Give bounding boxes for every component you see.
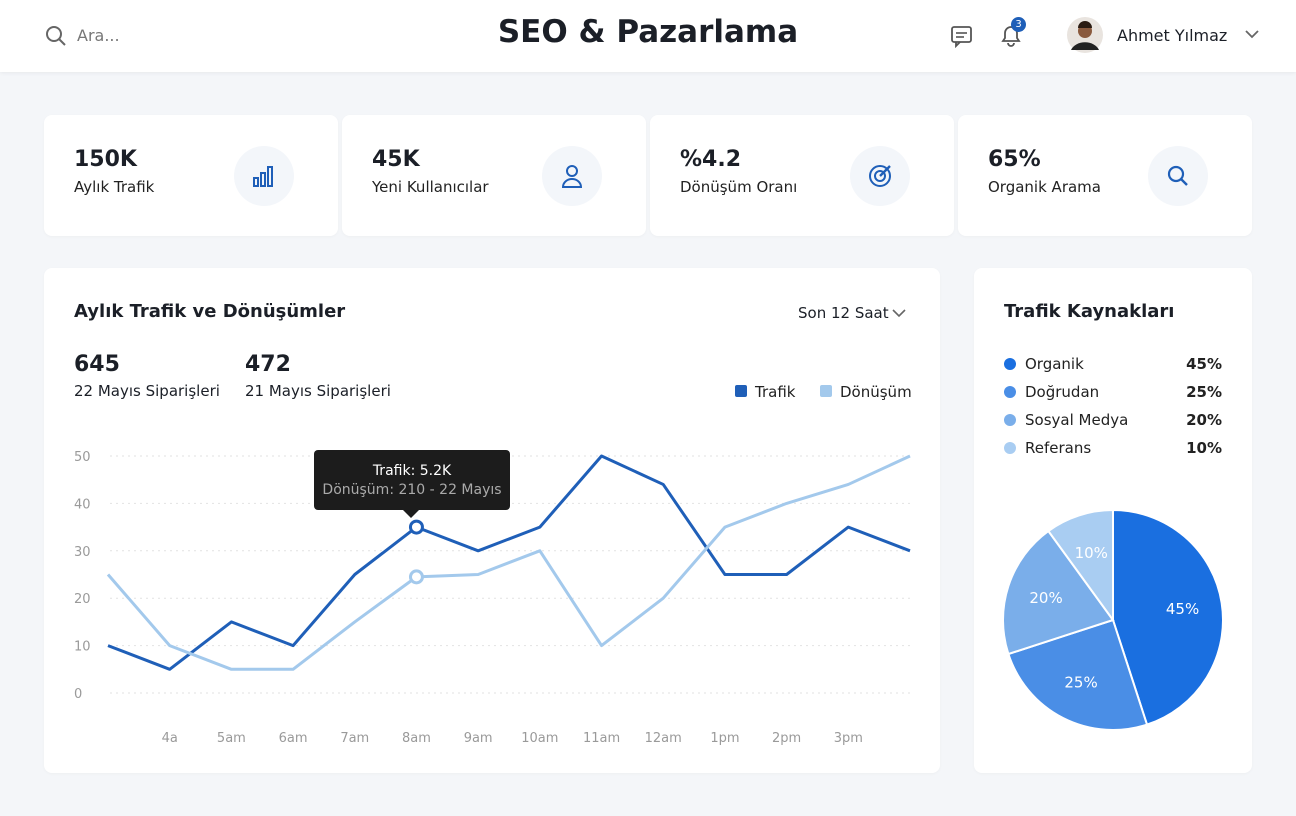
messages-icon[interactable] — [950, 24, 974, 48]
x-tick-label: 2pm — [772, 731, 801, 746]
pie-slice — [1112, 508, 1224, 726]
x-tick-label: 12am — [645, 731, 682, 746]
legend-dot — [1004, 442, 1016, 454]
pie-chart-card: Trafik Kaynakları Organik 45% Doğrudan 25% S… — [974, 268, 1252, 773]
search-input[interactable]: Ara... — [77, 26, 120, 45]
series-line — [107, 454, 911, 671]
kpi-icon — [1148, 146, 1208, 206]
line-chart-card: Aylık Trafik ve Dönüşümler Son 12 Saat 6… — [44, 268, 940, 773]
chart-title: Trafik Kaynakları — [1004, 301, 1175, 322]
legend-label: Referans — [1025, 439, 1091, 457]
header: Ara... SEO & Pazarlama 3 Ahmet Yılmaz — [0, 0, 1296, 72]
legend-swatch — [820, 385, 832, 397]
slice-label: 20% — [1029, 589, 1062, 607]
x-tick-label: 6am — [279, 731, 308, 746]
pie-slice — [1002, 529, 1115, 656]
stat-value: 472 — [245, 352, 291, 377]
kpi-icon — [850, 146, 910, 206]
slice-label: 25% — [1064, 674, 1097, 692]
range-chevron[interactable] — [892, 308, 906, 318]
kpi-icon — [234, 146, 294, 206]
tooltip: Trafik: 5.2K Dönüşüm: 210 - 22 Mayıs — [314, 450, 510, 510]
x-tick-label: 8am — [402, 731, 431, 746]
tooltip-line: Dönüşüm: 210 - 22 Mayıs — [322, 482, 502, 498]
tooltip-line: Trafik: 5.2K — [372, 463, 452, 479]
x-tick-label: 5am — [217, 731, 246, 746]
chart-title: Aylık Trafik ve Dönüşümler — [74, 301, 346, 322]
notification-badge: 3 — [1011, 17, 1026, 32]
y-tick-label: 10 — [74, 640, 91, 655]
kpi-value: 65% — [988, 147, 1041, 172]
y-tick-label: 30 — [74, 545, 91, 560]
y-tick-label: 0 — [74, 687, 82, 702]
legend-label: Dönüşüm — [840, 383, 912, 401]
kpi-card: %4.2 Dönüşüm Oranı — [650, 115, 954, 236]
range-selector[interactable]: Son 12 Saat — [798, 304, 889, 322]
legend-value: 25% — [1186, 383, 1222, 401]
kpi-card: 150K Aylık Trafik — [44, 115, 338, 236]
legend-swatch — [735, 385, 747, 397]
pie-chart: Organik 45% Doğrudan 25% Sosyal Medya 20% Refe… — [1002, 355, 1224, 731]
legend-label: Trafik — [754, 383, 796, 401]
x-tick-label: 3pm — [834, 731, 863, 746]
legend-label: Sosyal Medya — [1025, 411, 1128, 429]
pie-slice — [1046, 508, 1114, 624]
kpi-label: Aylık Trafik — [74, 178, 155, 196]
y-tick-label: 50 — [74, 450, 91, 465]
series-line — [106, 454, 911, 671]
legend-label: Doğrudan — [1025, 383, 1099, 401]
highlight-point — [408, 569, 424, 585]
x-tick-label: 1pm — [710, 731, 739, 746]
stat-value: 645 — [74, 352, 120, 377]
slice-label: 45% — [1166, 600, 1199, 618]
x-tick-label: 10am — [521, 731, 558, 746]
x-tick-label: 7am — [340, 731, 369, 746]
x-tick-label: 9am — [464, 731, 493, 746]
legend-dot — [1004, 358, 1016, 370]
kpi-card: 45K Yeni Kullanıcılar — [342, 115, 646, 236]
search-icon[interactable] — [44, 24, 68, 48]
legend-value: 45% — [1186, 355, 1222, 373]
legend-value: 10% — [1186, 439, 1222, 457]
user-menu-chevron[interactable] — [1244, 28, 1260, 40]
user-name[interactable]: Ahmet Yılmaz — [1117, 26, 1228, 45]
highlight-point — [408, 519, 424, 535]
x-tick-label: 4a — [162, 731, 178, 746]
stat-label: 22 Mayıs Siparişleri — [74, 382, 220, 400]
kpi-card: 65% Organik Arama — [958, 115, 1252, 236]
line-chart: 0 10 20 30 40 50 4a 5am 6am 7am 8am 9am 10am 11am 12am… — [74, 383, 912, 746]
y-tick-label: 40 — [74, 497, 91, 512]
legend-dot — [1004, 386, 1016, 398]
tooltip-arrow — [403, 510, 419, 518]
kpi-value: %4.2 — [680, 147, 742, 172]
pie-slice — [1007, 618, 1149, 731]
legend-value: 20% — [1186, 411, 1222, 429]
kpi-label: Yeni Kullanıcılar — [372, 178, 489, 196]
kpi-label: Organik Arama — [988, 178, 1101, 196]
stat-label: 21 Mayıs Siparişleri — [245, 382, 391, 400]
x-tick-label: 11am — [583, 731, 620, 746]
kpi-value: 45K — [372, 147, 420, 172]
user-avatar[interactable] — [1066, 16, 1104, 54]
legend-label: Organik — [1025, 355, 1084, 373]
kpi-label: Dönüşüm Oranı — [680, 178, 798, 196]
page-title: SEO & Pazarlama — [497, 14, 799, 50]
y-tick-label: 20 — [74, 592, 91, 607]
kpi-value: 150K — [74, 147, 137, 172]
kpi-icon — [542, 146, 602, 206]
legend-dot — [1004, 414, 1016, 426]
slice-label: 10% — [1075, 544, 1108, 562]
